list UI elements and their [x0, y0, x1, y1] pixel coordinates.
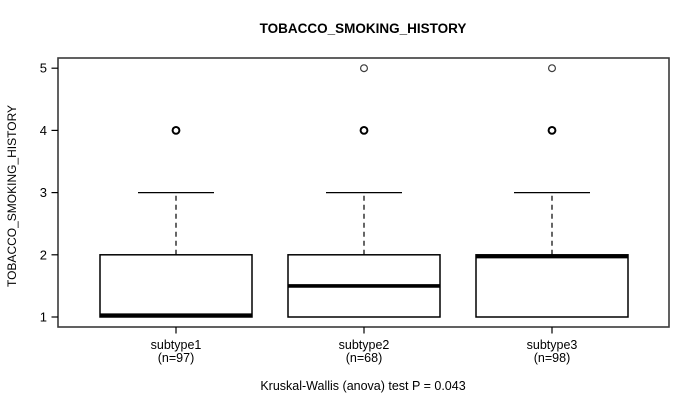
- y-tick-label-2: 2: [40, 247, 47, 262]
- outlier-subtype3-5: [547, 64, 556, 73]
- outlier-subtype1-4: [171, 125, 181, 135]
- x-group-label-subtype1: subtype1: [151, 338, 202, 352]
- annotation-text: Kruskal-Wallis (anova) test P = 0.043: [260, 379, 465, 393]
- y-tick-label-1: 1: [40, 310, 47, 325]
- x-group-label-subtype3: subtype3: [527, 338, 578, 352]
- x-group-n-subtype1: (n=97): [158, 351, 194, 365]
- x-group-n-subtype3: (n=98): [534, 351, 570, 365]
- plot-content: 1 2 3 4 5 subtype1(n=97) subtype2(n=68) subtype…: [40, 61, 629, 365]
- y-tick-label-4: 4: [40, 123, 47, 138]
- chart-title: TOBACCO_SMOKING_HISTORY: [260, 21, 467, 36]
- y-tick-label-3: 3: [40, 185, 47, 200]
- box-subtype3: [475, 254, 629, 318]
- x-group-label-subtype2: subtype2: [339, 338, 390, 352]
- box-subtype1: [99, 254, 253, 318]
- y-tick-label-5: 5: [40, 61, 47, 76]
- x-group-n-subtype2: (n=68): [346, 351, 382, 365]
- outlier-subtype3-4: [547, 125, 557, 135]
- outlier-subtype2-4: [359, 125, 369, 135]
- y-axis-title: TOBACCO_SMOKING_HISTORY: [5, 105, 19, 287]
- outlier-subtype2-5: [360, 64, 369, 73]
